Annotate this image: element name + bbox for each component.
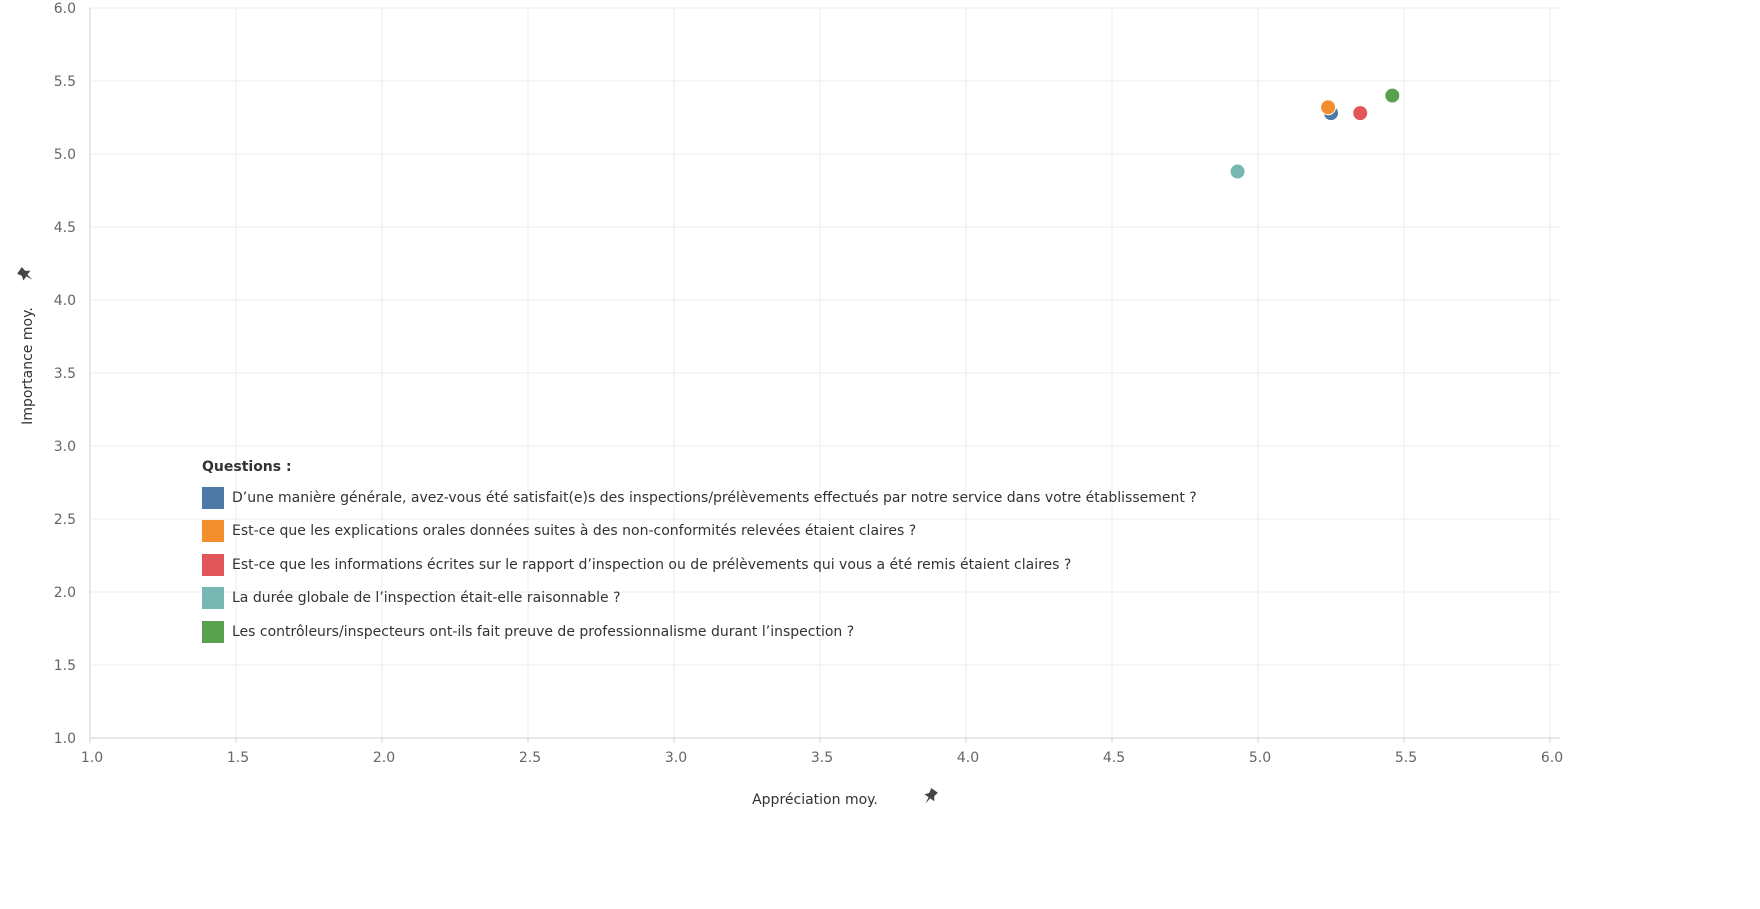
data-point[interactable] xyxy=(1229,163,1246,180)
legend-swatch xyxy=(202,553,224,576)
legend-item[interactable]: D’une manière générale, avez-vous été sa… xyxy=(202,481,1197,515)
x-tick-label: 3.5 xyxy=(811,750,833,766)
legend-item[interactable]: Est-ce que les informations écrites sur … xyxy=(202,548,1197,582)
x-tick-labels: 1.0 1.5 2.0 2.5 3.0 3.5 4.0 4.5 5.0 5.5 6.0 xyxy=(81,750,1563,766)
data-point[interactable] xyxy=(1320,99,1337,116)
legend: Questions : D’une manière générale, avez… xyxy=(202,459,1197,649)
legend-item[interactable]: La durée globale de l’inspection était-e… xyxy=(202,582,1197,616)
y-tick-label: 3.5 xyxy=(54,366,76,382)
y-tick-label: 4.0 xyxy=(54,293,76,309)
y-tick-label: 6.0 xyxy=(54,1,76,17)
y-tick-label: 4.5 xyxy=(54,220,76,236)
legend-label: Les contrôleurs/inspecteurs ont-ils fait… xyxy=(232,623,855,640)
y-tick-label: 2.5 xyxy=(54,512,76,528)
x-tick-label: 1.5 xyxy=(227,750,249,766)
legend-item[interactable]: Les contrôleurs/inspecteurs ont-ils fait… xyxy=(202,615,1197,649)
y-tick-label: 1.5 xyxy=(54,658,76,674)
x-tick-label: 1.0 xyxy=(81,750,103,766)
data-point[interactable] xyxy=(1352,105,1369,122)
data-point[interactable] xyxy=(1384,87,1401,104)
legend-swatch xyxy=(202,620,224,643)
x-tick-label: 4.5 xyxy=(1103,750,1125,766)
legend-swatch xyxy=(202,587,224,610)
legend-label: Est-ce que les informations écrites sur … xyxy=(232,556,1072,573)
y-tick-label: 3.0 xyxy=(54,439,76,455)
legend-item[interactable]: Est-ce que les explications orales donné… xyxy=(202,515,1197,549)
axes xyxy=(89,8,1560,743)
legend-swatch xyxy=(202,520,224,543)
x-axis-pin-icon[interactable] xyxy=(920,787,939,807)
x-tick-label: 2.5 xyxy=(519,750,541,766)
data-points xyxy=(1229,87,1401,180)
legend-label: La durée globale de l’inspection était-e… xyxy=(232,590,621,607)
x-tick-label: 3.0 xyxy=(665,750,687,766)
y-axis-pin-icon[interactable] xyxy=(16,265,36,284)
legend-label: Est-ce que les explications orales donné… xyxy=(232,523,917,540)
x-tick-label: 2.0 xyxy=(373,750,395,766)
x-tick-label: 5.0 xyxy=(1249,750,1271,766)
x-tick-label: 4.0 xyxy=(957,750,979,766)
y-tick-label: 5.0 xyxy=(54,147,76,163)
legend-title: Questions : xyxy=(202,459,292,475)
x-tick-label: 6.0 xyxy=(1541,750,1563,766)
y-tick-labels: 1.0 1.5 2.0 2.5 3.0 3.5 4.0 4.5 5.0 5.5 6.0 xyxy=(54,1,76,747)
x-tick-label: 5.5 xyxy=(1395,750,1417,766)
y-tick-label: 5.5 xyxy=(54,74,76,90)
y-axis-title: Importance moy. xyxy=(20,307,36,425)
legend-swatch xyxy=(202,486,224,509)
y-tick-label: 2.0 xyxy=(54,585,76,601)
legend-label: D’une manière générale, avez-vous été sa… xyxy=(232,489,1197,506)
x-axis-title: Appréciation moy. xyxy=(752,792,878,808)
legend-items: D’une manière générale, avez-vous été sa… xyxy=(202,481,1197,649)
y-tick-label: 1.0 xyxy=(54,731,76,747)
